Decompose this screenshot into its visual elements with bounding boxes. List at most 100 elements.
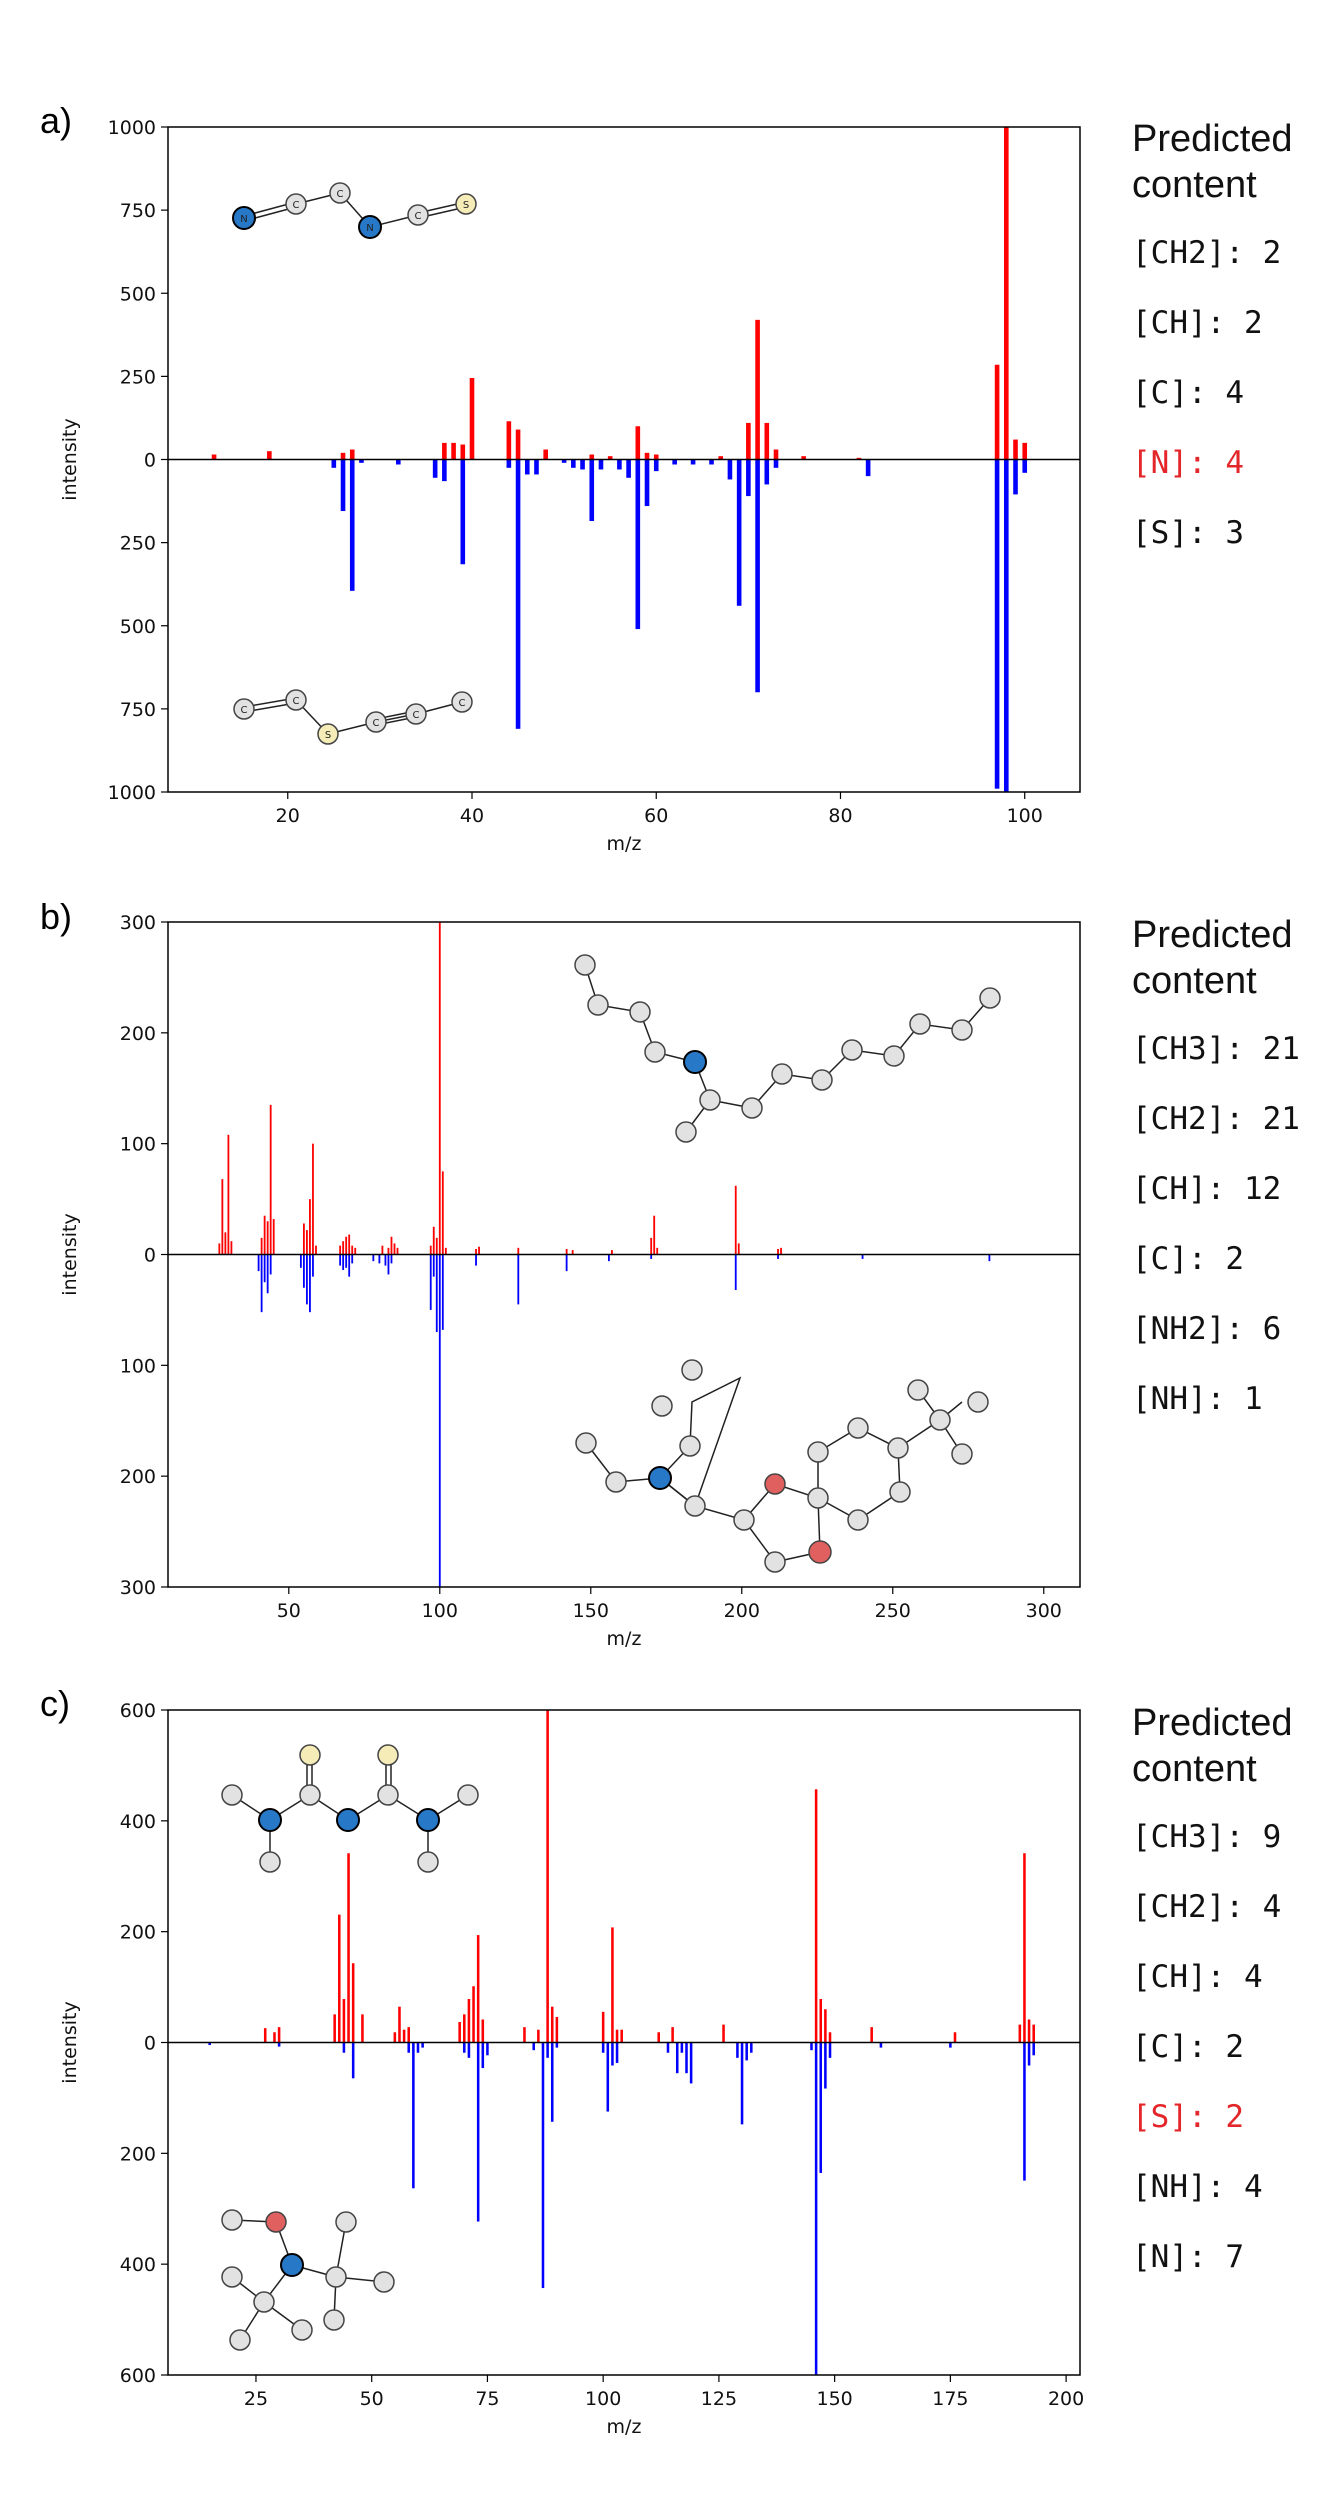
x-tick-label: 50 bbox=[277, 1600, 301, 1622]
reference-peak-bar bbox=[349, 459, 355, 591]
reference-peak-bar bbox=[312, 1254, 314, 1277]
y-tick-label: 0 bbox=[144, 450, 156, 472]
predicted-peak-bar bbox=[515, 429, 521, 460]
reference-peak-bar bbox=[810, 2042, 813, 2051]
predicted-peak-bar bbox=[555, 2016, 559, 2043]
y-tick-label: 200 bbox=[120, 1922, 156, 1944]
predicted-peak-bar bbox=[442, 442, 447, 460]
reference-peak-bar bbox=[689, 2042, 693, 2084]
reference-peak-bar bbox=[515, 459, 521, 729]
x-tick-label: 25 bbox=[244, 2388, 268, 2410]
predicted-peak-bar bbox=[315, 1245, 317, 1255]
y-axis-title: intensity bbox=[59, 418, 81, 500]
y-tick-label: 0 bbox=[144, 1245, 156, 1267]
predicted-peak-bar bbox=[345, 1236, 348, 1255]
predicted-peak-bar bbox=[565, 1248, 568, 1255]
predicted-peak-bar bbox=[571, 1250, 574, 1255]
y-tick-label: 1000 bbox=[108, 782, 156, 804]
reference-peak-bar bbox=[378, 1254, 381, 1264]
predicted-peak-bar bbox=[814, 1789, 818, 2043]
predicted-peak-bar bbox=[361, 2014, 364, 2043]
reference-peak-bar bbox=[438, 1254, 441, 1587]
reference-peak-bar bbox=[949, 2042, 952, 2048]
predicted-peak-bar bbox=[607, 456, 613, 460]
reference-peak-bar bbox=[534, 459, 539, 475]
reference-peak-bar bbox=[555, 2042, 559, 2048]
reference-peak-bar bbox=[467, 2042, 471, 2058]
predicted-peak-bar bbox=[273, 2032, 276, 2043]
reference-peak-bar bbox=[680, 2042, 684, 2053]
predicted-peak-bar bbox=[1023, 1853, 1026, 2043]
predicted-peak-bar bbox=[1022, 442, 1028, 460]
reference-peak-bar bbox=[266, 1254, 269, 1294]
predicted-content-item: [NH2]: 6 bbox=[1132, 1311, 1282, 1347]
svg-text:S: S bbox=[325, 730, 331, 741]
reference-peak-bar bbox=[746, 459, 751, 497]
predicted-content-item: [C]: 4 bbox=[1132, 375, 1244, 411]
predicted-peak-bar bbox=[407, 2027, 411, 2043]
x-axis-title: m/z bbox=[607, 2416, 642, 2438]
predicted-peak-bar bbox=[347, 1853, 350, 2043]
predicted-peak-bar bbox=[994, 364, 1000, 460]
reference-peak-bar bbox=[561, 459, 567, 463]
predicted-peak-bar bbox=[653, 1215, 656, 1255]
reference-peak-bar bbox=[476, 2042, 480, 2222]
y-tick-label: 100 bbox=[120, 1355, 156, 1377]
y-tick-label: 600 bbox=[120, 1700, 156, 1722]
reference-peak-bar bbox=[342, 2042, 346, 2053]
predicted-content-item: [NH]: 4 bbox=[1132, 2169, 1263, 2205]
predicted-peak-bar bbox=[272, 1219, 275, 1255]
predicted-peak-bar bbox=[824, 2009, 827, 2043]
y-tick-label: 500 bbox=[120, 616, 156, 638]
reference-peak-bar bbox=[435, 1254, 438, 1333]
predicted-peak-bar bbox=[650, 1237, 653, 1255]
predicted-peak-bar bbox=[543, 449, 548, 460]
predicted-peak-bar bbox=[435, 1237, 438, 1255]
predicted-content-item: [CH]: 12 bbox=[1132, 1171, 1282, 1207]
predicted-peak-bar bbox=[620, 2029, 623, 2043]
svg-text:C: C bbox=[459, 698, 466, 709]
predicted-peak-bar bbox=[351, 1963, 355, 2043]
reference-peak-bar bbox=[372, 1254, 375, 1262]
x-tick-label: 100 bbox=[422, 1600, 458, 1622]
predicted-peak-bar bbox=[441, 1171, 444, 1255]
reference-peak-bar bbox=[740, 2042, 744, 2125]
predicted-peak-bar bbox=[523, 2027, 526, 2043]
predicted-peak-bar bbox=[263, 1215, 266, 1255]
reference-peak-bar bbox=[1013, 459, 1018, 495]
svg-text:C: C bbox=[337, 189, 344, 200]
predicted-peak-bar bbox=[348, 1234, 351, 1255]
reference-peak-bar bbox=[432, 1254, 435, 1277]
reference-peak-bar bbox=[601, 2042, 605, 2053]
predicted-peak-bar bbox=[339, 1245, 342, 1255]
predicted-content-item: [CH2]: 2 bbox=[1132, 235, 1282, 271]
predicted-peak-bar bbox=[671, 2027, 674, 2043]
reference-peak-bar bbox=[306, 1254, 308, 1305]
predicted-content-item: [C]: 2 bbox=[1132, 2029, 1244, 2065]
reference-peak-bar bbox=[331, 459, 337, 468]
reference-peak-bar bbox=[685, 2042, 688, 2074]
panel-label-a: a) bbox=[40, 100, 73, 141]
reference-peak-bar bbox=[675, 2042, 679, 2074]
predicted-content-list: [CH3]: 9 [CH2]: 4 [CH]: 4 [C]: 2 [S]: 2 … bbox=[1132, 1802, 1317, 2292]
chart-c-spectrum: 25 50 75 100 125 150 175 200 600 400 200 0 200 400 600… bbox=[59, 1700, 1084, 2438]
predicted-peak-bar bbox=[722, 2024, 725, 2043]
predicted-peak-bar bbox=[1004, 127, 1009, 460]
svg-text:N: N bbox=[366, 223, 373, 234]
predicted-peak-bar bbox=[381, 1245, 384, 1255]
predicted-peak-bar bbox=[230, 1241, 233, 1255]
predicted-content-item: [N]: 7 bbox=[1132, 2239, 1244, 2275]
predicted-peak-bar bbox=[438, 922, 441, 1255]
predicted-peak-bar bbox=[312, 1143, 314, 1255]
predicted-peak-bar bbox=[475, 1248, 477, 1255]
y-tick-label: 400 bbox=[120, 1811, 156, 1833]
reference-peak-bar bbox=[277, 2042, 281, 2047]
y-tick-label: 500 bbox=[120, 283, 156, 305]
predicted-peak-bar bbox=[458, 2022, 461, 2043]
reference-peak-bar bbox=[861, 1254, 864, 1259]
predicted-content-item: [CH3]: 9 bbox=[1132, 1819, 1282, 1855]
predicted-peak-bar bbox=[537, 2029, 540, 2043]
reference-peak-bar bbox=[617, 459, 622, 470]
reference-peak-bar bbox=[342, 1254, 345, 1271]
reference-peak-bar bbox=[345, 1254, 348, 1268]
